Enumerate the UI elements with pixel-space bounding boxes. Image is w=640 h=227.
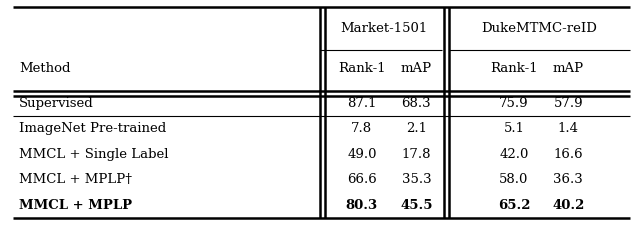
Text: 66.6: 66.6 [347, 173, 377, 186]
Text: 5.1: 5.1 [504, 122, 524, 136]
Text: DukeMTMC-reID: DukeMTMC-reID [481, 22, 598, 35]
Text: Rank-1: Rank-1 [490, 62, 538, 75]
Text: MMCL + Single Label: MMCL + Single Label [19, 148, 169, 161]
Text: MMCL + MPLP†: MMCL + MPLP† [19, 173, 132, 186]
Text: 40.2: 40.2 [552, 199, 584, 212]
Text: 1.4: 1.4 [558, 122, 579, 136]
Text: Rank-1: Rank-1 [338, 62, 386, 75]
Text: Supervised: Supervised [19, 97, 94, 110]
Text: 2.1: 2.1 [406, 122, 427, 136]
Text: 42.0: 42.0 [499, 148, 529, 161]
Text: 65.2: 65.2 [498, 199, 530, 212]
Text: mAP: mAP [401, 62, 432, 75]
Text: 49.0: 49.0 [347, 148, 377, 161]
Text: 58.0: 58.0 [499, 173, 529, 186]
Text: 57.9: 57.9 [554, 97, 583, 110]
Text: 75.9: 75.9 [499, 97, 529, 110]
Text: 68.3: 68.3 [401, 97, 431, 110]
Text: 80.3: 80.3 [346, 199, 378, 212]
Text: mAP: mAP [553, 62, 584, 75]
Text: 7.8: 7.8 [351, 122, 372, 136]
Text: 16.6: 16.6 [554, 148, 583, 161]
Text: Market-1501: Market-1501 [340, 22, 428, 35]
Text: 17.8: 17.8 [401, 148, 431, 161]
Text: ImageNet Pre-trained: ImageNet Pre-trained [19, 122, 166, 136]
Text: 35.3: 35.3 [401, 173, 431, 186]
Text: 36.3: 36.3 [554, 173, 583, 186]
Text: 87.1: 87.1 [347, 97, 377, 110]
Text: MMCL + MPLP: MMCL + MPLP [19, 199, 132, 212]
Text: Method: Method [19, 62, 70, 75]
Text: 45.5: 45.5 [400, 199, 433, 212]
